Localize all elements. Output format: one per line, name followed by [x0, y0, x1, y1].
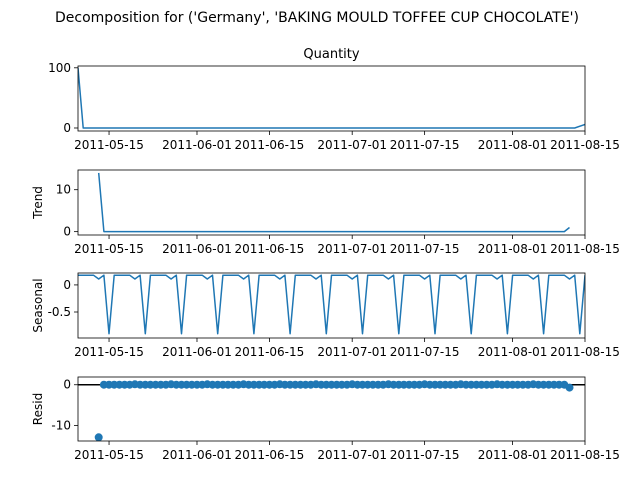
panel-1: Quantity 0 100 2011-05-15 2011-06-01 2011-06-… [48, 47, 620, 152]
x-tick-label: 2011-06-01 [162, 242, 232, 256]
figure-suptitle: Decomposition for ('Germany', 'BAKING MO… [55, 10, 579, 26]
y-tick-label: 0 [63, 378, 71, 392]
resid-outlier-point [94, 433, 103, 441]
x-tick-label: 2011-08-01 [478, 345, 548, 359]
x-tick-label: 2011-08-01 [478, 242, 548, 256]
x-tick-label: 2011-05-15 [74, 242, 144, 256]
x-tick-label: 2011-07-15 [390, 138, 460, 152]
data-layer [78, 67, 585, 129]
y-tick-label: 100 [48, 61, 71, 75]
x-tick-label: 2011-06-15 [235, 448, 305, 462]
x-tick-label: 2011-07-01 [317, 448, 387, 462]
x-tick-label: 2011-07-01 [317, 242, 387, 256]
x-tick-label: 2011-08-15 [550, 138, 620, 152]
axes-frame [77, 65, 586, 132]
x-tick-label: 2011-08-15 [550, 242, 620, 256]
y-tick-label: -10 [51, 419, 71, 433]
x-tick-label: 2011-05-15 [74, 345, 144, 359]
x-tick-label: 2011-06-01 [162, 345, 232, 359]
y-axis-label: Trend [31, 186, 45, 220]
series-line [78, 274, 585, 335]
x-tick-label: 2011-08-15 [550, 345, 620, 359]
x-tick-label: 2011-06-15 [235, 138, 305, 152]
x-tick-label: 2011-06-15 [235, 345, 305, 359]
y-tick-label: -0.5 [48, 305, 71, 319]
x-tick-label: 2011-08-01 [478, 448, 548, 462]
y-tick-label: 0 [63, 278, 71, 292]
data-layer [78, 380, 585, 441]
resid-outlier-point [565, 383, 574, 392]
data-layer [97, 172, 570, 233]
panel-3: Seasonal 0 -0.5 2011-05-15 2011-06-01 2011-06… [31, 272, 620, 359]
x-tick-label: 2011-06-01 [162, 448, 232, 462]
series-line [78, 67, 585, 129]
y-axis-label: Resid [31, 393, 45, 425]
y-tick-label: 0 [63, 121, 71, 135]
x-tick-label: 2011-07-01 [317, 138, 387, 152]
x-tick-label: 2011-08-01 [478, 138, 548, 152]
panel-2: Trend 0 10 2011-05-15 2011-06-01 2011-06-15 20… [31, 169, 620, 256]
y-tick-label: 10 [56, 183, 71, 197]
y-axis-label: Seasonal [31, 278, 45, 332]
panel-4: Resid 0 -10 2011-05-15 2011-06-01 2011-06-15 2… [31, 376, 620, 462]
x-tick-label: 2011-07-15 [390, 448, 460, 462]
x-tick-label: 2011-07-01 [317, 345, 387, 359]
x-tick-label: 2011-06-01 [162, 138, 232, 152]
x-tick-label: 2011-07-15 [390, 242, 460, 256]
series-line [97, 172, 570, 233]
y-tick-label: 0 [63, 225, 71, 239]
x-tick-label: 2011-06-15 [235, 242, 305, 256]
axes-frame [77, 376, 586, 442]
x-tick-label: 2011-07-15 [390, 345, 460, 359]
panel-title: Quantity [303, 47, 359, 62]
x-tick-label: 2011-05-15 [74, 138, 144, 152]
x-tick-label: 2011-08-15 [550, 448, 620, 462]
x-tick-label: 2011-05-15 [74, 448, 144, 462]
data-layer [78, 274, 585, 335]
axes-frame [77, 272, 586, 339]
axes-frame [77, 169, 586, 236]
